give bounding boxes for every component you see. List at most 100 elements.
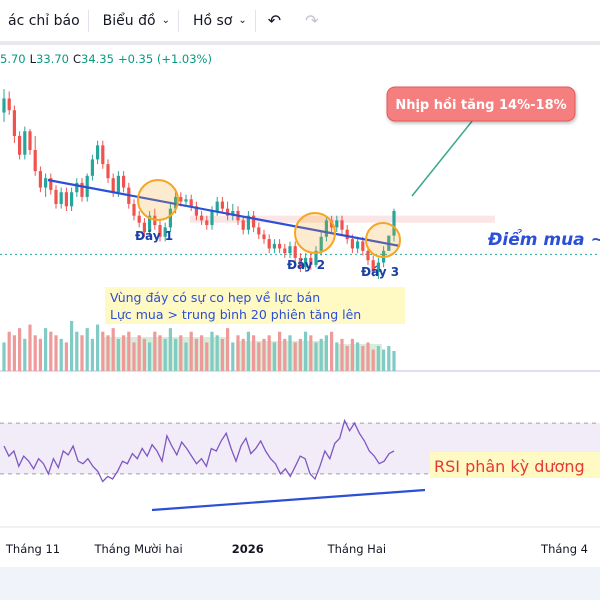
chevron-down-icon: ⌄ [238, 15, 247, 26]
indicators-menu[interactable]: ác chỉ báo [0, 0, 88, 41]
volume-bar [205, 342, 209, 371]
volume-zone [338, 344, 382, 371]
candle-body [2, 98, 6, 113]
volume-bar [137, 335, 141, 371]
volume-bar [194, 338, 198, 371]
candle-body [184, 199, 188, 202]
bottom2-label: Đáy 2 [287, 258, 325, 272]
candle-body [54, 189, 58, 204]
candle-body [122, 175, 126, 188]
volume-bar [257, 342, 261, 371]
profile-menu[interactable]: Hồ sơ ⌄ [179, 0, 255, 41]
volume-bar [241, 338, 245, 371]
volume-bar [122, 335, 126, 371]
candle-body [241, 220, 245, 230]
candle-body [7, 98, 11, 111]
volume-bar [184, 342, 188, 371]
candle-body [272, 243, 276, 249]
rsi-line [3, 418, 395, 483]
bottom3-circle [365, 222, 401, 258]
candle-body [304, 257, 308, 268]
volume-bar [44, 328, 48, 371]
ohlc-low: 33.70 [36, 52, 69, 66]
candle-body [335, 220, 339, 228]
volume-bar [356, 342, 360, 371]
volume-bar [163, 338, 167, 371]
candle-body [319, 236, 323, 251]
volume-bar [298, 338, 302, 371]
note-line-2: Lực mua > trung bình 20 phiên tăng lên [110, 307, 361, 322]
volume-bar [127, 331, 131, 371]
candle-body [33, 150, 37, 172]
volume-bar [350, 338, 354, 371]
volume-bar [64, 342, 68, 371]
candle-body [330, 220, 334, 228]
candle-body [59, 192, 63, 204]
volume-bar [314, 342, 318, 371]
volume-bar [90, 338, 94, 371]
candle-body [392, 210, 396, 236]
chevron-down-icon: ⌄ [161, 15, 170, 26]
volume-bar [59, 338, 63, 371]
candle-body [111, 178, 115, 193]
volume-bar [262, 338, 266, 371]
candle-body [148, 215, 152, 233]
volume-bar [132, 342, 136, 371]
time-tick-label: Tháng Hai [327, 542, 387, 556]
undo-icon[interactable]: ↶ [267, 11, 282, 30]
candle-body [12, 110, 16, 136]
volume-bar [376, 346, 380, 371]
volume-bar [220, 338, 224, 371]
volume-bars [2, 321, 396, 371]
top-toolbar: ác chỉ báo Biểu đồ ⌄ Hồ sơ ⌄ ↶ ↷ [0, 0, 600, 42]
volume-bar [2, 342, 6, 371]
candle-body [80, 182, 84, 197]
volume-bar [236, 335, 240, 371]
candle-body [38, 171, 42, 188]
candle-body [309, 257, 313, 265]
toolbar-separator [177, 9, 179, 32]
callout-text: Nhịp hồi tăng 14%-18% [395, 98, 566, 113]
candle-body [75, 182, 79, 193]
volume-bar [85, 328, 89, 371]
candle-body [246, 215, 250, 230]
candle-body [298, 257, 302, 268]
volume-bar [309, 335, 313, 371]
time-tick-label: 2026 [232, 542, 264, 556]
chart-type-label: Biểu đồ [102, 12, 156, 29]
volume-bar [18, 328, 22, 371]
volume-bar [392, 351, 396, 371]
candle-body [137, 215, 141, 223]
candle-body [101, 145, 105, 165]
volume-bar [387, 346, 391, 371]
volume-bar [7, 331, 11, 371]
ohlc-low-key: L [29, 52, 37, 66]
toolbar-separator [87, 9, 89, 32]
candle-body [18, 135, 22, 155]
rsi-note: RSI phân kỳ dương [434, 457, 585, 476]
volume-bar [12, 335, 16, 371]
candle-body [215, 201, 219, 211]
chart-type-menu[interactable]: Biểu đồ ⌄ [89, 0, 178, 41]
candle-body [158, 225, 162, 237]
price-chart[interactable]: Đáy 1 Đáy 2 Đáy 3 Điểm mua ~3 Vùng đáy c… [0, 45, 600, 600]
volume-bar [330, 331, 334, 371]
volume-bar [371, 349, 375, 371]
bottom2-circle [294, 212, 336, 254]
candle-body [23, 131, 27, 155]
volume-bar [75, 331, 79, 371]
redo-icon[interactable]: ↷ [305, 11, 319, 30]
volume-bar [54, 335, 58, 371]
volume-bar [210, 331, 214, 371]
volume-bar [158, 335, 162, 371]
candle-body [163, 227, 167, 237]
candle-body [220, 201, 224, 209]
indicators-label: ác chỉ báo [8, 12, 80, 29]
bottom1-label: Đáy 1 [135, 229, 173, 243]
candle-body [350, 239, 354, 249]
candle-body [257, 227, 261, 235]
candle-body [361, 241, 365, 251]
volume-bar [33, 335, 37, 371]
time-tick-label: Tháng 11 [5, 542, 60, 556]
candle-body [96, 145, 100, 160]
